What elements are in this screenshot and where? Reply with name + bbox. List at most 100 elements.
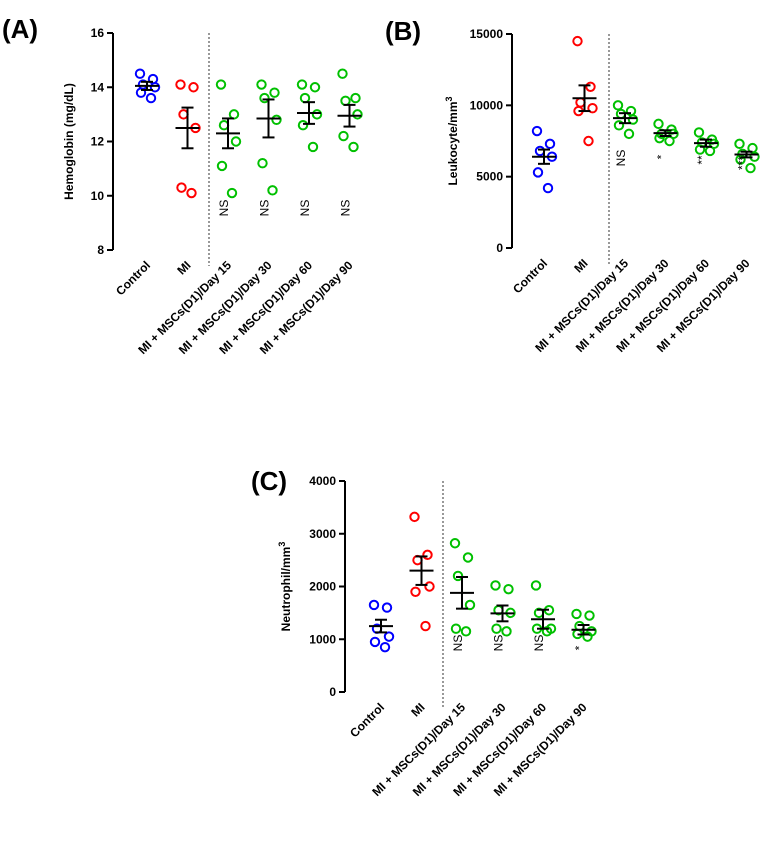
significance-label: NS — [532, 635, 546, 652]
data-point — [216, 160, 228, 172]
y-tick-label: 10 — [91, 189, 105, 203]
data-point — [368, 599, 380, 611]
data-point — [409, 511, 420, 523]
data-point — [584, 610, 595, 621]
data-point — [613, 120, 625, 131]
data-point — [311, 109, 323, 120]
y-tick-label: 8 — [97, 243, 104, 257]
data-point — [541, 626, 553, 637]
data-point — [410, 586, 421, 597]
significance-label: NS — [339, 200, 353, 217]
y-tick-label: 3000 — [309, 527, 336, 541]
significance-label: NS — [614, 150, 628, 167]
data-point — [230, 136, 242, 147]
y-axis-label: Hemoglobin (mg/dL) — [62, 83, 76, 200]
significance-label: NS — [258, 200, 272, 217]
data-point — [627, 114, 639, 125]
data-point — [309, 82, 321, 93]
category-label: MI — [174, 258, 193, 277]
data-point — [218, 120, 230, 131]
data-point — [587, 102, 598, 114]
data-point — [257, 158, 268, 169]
data-point — [337, 68, 348, 79]
y-axis-label-text: Neutrophil/mm — [279, 547, 293, 632]
category-label: Control — [510, 256, 550, 296]
y-tick-label: 0 — [329, 685, 336, 699]
panel-label: (B) — [385, 16, 421, 46]
data-point — [464, 599, 476, 611]
category-label: MI — [408, 700, 427, 719]
category-label: MI — [571, 256, 590, 275]
data-point — [694, 144, 706, 155]
data-point — [544, 138, 556, 150]
panel-label: (A) — [2, 14, 38, 44]
data-point — [422, 549, 433, 561]
data-point — [215, 79, 227, 90]
panel-a: (A) Hemoglobin (mg/dL) 8 10 12 14 16 Control MI N… — [2, 14, 363, 357]
data-point — [135, 87, 147, 98]
y-tick-label: 16 — [91, 26, 105, 40]
panel-c: (C) Neutrophil/mm3 0 1000 2000 3000 4000 Contro… — [251, 466, 597, 799]
data-point — [664, 135, 675, 147]
data-point — [134, 68, 146, 79]
data-point — [460, 626, 472, 637]
data-point — [452, 570, 464, 582]
data-point — [297, 120, 309, 131]
significance-label: NS — [492, 635, 506, 652]
data-point — [369, 636, 381, 648]
y-tick-label: 10000 — [470, 98, 504, 112]
data-point — [503, 583, 514, 595]
data-point — [340, 95, 351, 107]
data-point — [745, 162, 756, 174]
data-point — [149, 82, 161, 93]
data-point — [623, 128, 635, 140]
data-point — [176, 182, 187, 193]
data-point — [307, 141, 319, 153]
data-point — [612, 100, 624, 111]
y-tick-label: 14 — [91, 80, 105, 94]
data-point — [267, 185, 278, 196]
data-point — [259, 92, 270, 104]
data-point — [228, 109, 240, 120]
data-point — [178, 109, 189, 120]
data-point — [490, 580, 501, 591]
data-point — [379, 641, 391, 653]
data-point — [693, 127, 705, 138]
significance-label: *** — [736, 156, 750, 170]
y-tick-label: 0 — [496, 241, 503, 255]
y-tick-label: 12 — [91, 135, 105, 149]
data-point — [491, 623, 502, 634]
y-tick-label: 5000 — [476, 170, 503, 184]
data-point — [188, 82, 199, 93]
y-axis-label-text: Hemoglobin (mg/dL) — [62, 83, 76, 200]
significance-label: * — [573, 645, 587, 650]
data-point — [256, 79, 267, 90]
y-tick-label: 1000 — [309, 632, 336, 646]
data-point — [381, 602, 393, 613]
data-point — [424, 581, 435, 592]
data-point — [531, 125, 543, 137]
category-label: Control — [113, 258, 153, 298]
significance-label: NS — [298, 200, 312, 217]
data-point — [175, 79, 186, 90]
data-point — [462, 552, 474, 563]
y-tick-label: 4000 — [309, 474, 336, 488]
data-point — [571, 608, 582, 620]
data-point — [532, 167, 544, 178]
panel-label: (C) — [251, 466, 287, 496]
data-point — [338, 130, 349, 142]
data-point — [420, 620, 431, 632]
y-tick-label: 15000 — [470, 27, 504, 41]
significance-label: NS — [451, 635, 465, 652]
category-label: Control — [347, 700, 387, 740]
data-point — [271, 114, 282, 126]
significance-label: ** — [695, 155, 709, 165]
data-point — [582, 631, 593, 642]
data-point — [734, 138, 745, 150]
data-point — [583, 135, 594, 147]
data-point — [449, 538, 461, 549]
data-point — [450, 623, 462, 634]
data-point — [296, 79, 308, 90]
data-point — [299, 92, 311, 104]
y-axis-label-superscript: 3 — [277, 542, 287, 547]
